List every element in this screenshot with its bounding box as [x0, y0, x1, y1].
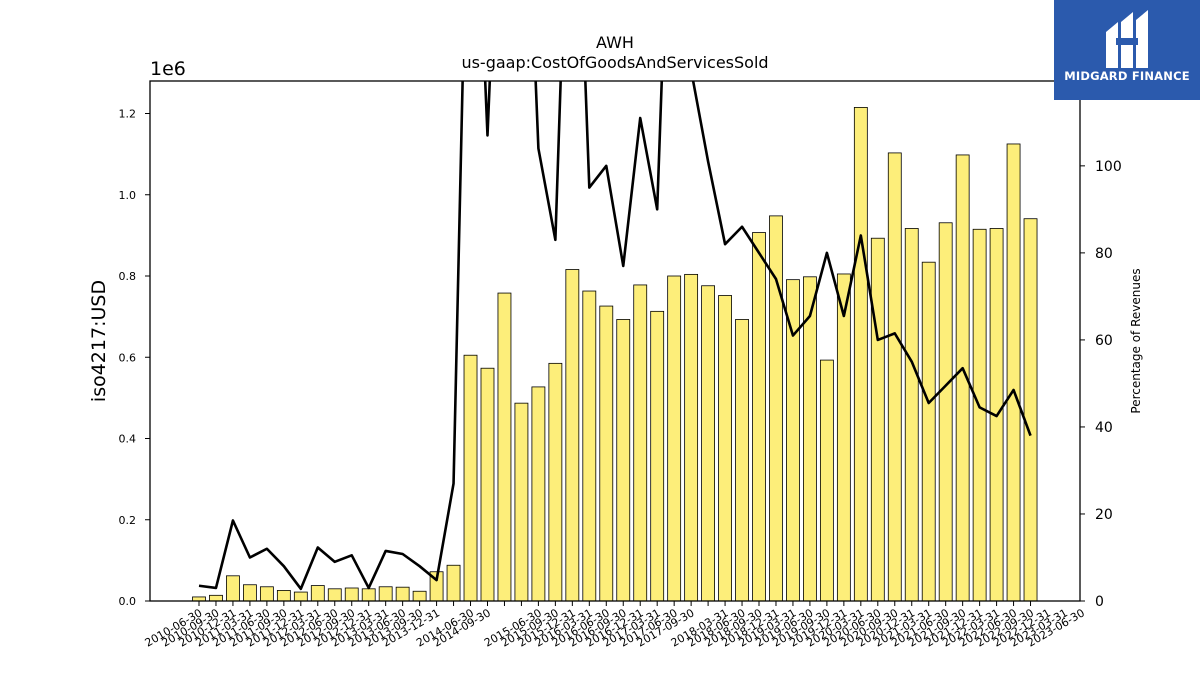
- bar-2013-06-30: [395, 586, 410, 602]
- bar-2016-09-30: [616, 319, 631, 602]
- y-offset-label: 1e6: [150, 58, 186, 80]
- bar-2016-12-31: [633, 284, 648, 602]
- bar-2021-03-31: [921, 261, 936, 602]
- y-tick-label: 0.8: [119, 270, 137, 283]
- brand-logo: MIDGARD FINANCE: [1054, 0, 1200, 100]
- bar-2014-06-30: [463, 354, 478, 602]
- y2-tick-label: 0: [1095, 594, 1104, 610]
- bar-2019-09-30: [819, 359, 834, 602]
- bar-2013-03-31: [378, 586, 393, 602]
- bar-2017-09-30: [684, 273, 699, 602]
- bar-2020-03-31: [853, 107, 868, 602]
- bar-2012-06-30: [327, 588, 342, 602]
- chart-title: AWH: [596, 33, 634, 52]
- bar-2013-09-30: [412, 590, 427, 602]
- bar-2010-12-31: [226, 575, 240, 602]
- bar-2015-06-30: [531, 386, 546, 602]
- bar-2019-12-31: [836, 273, 851, 602]
- axes-group: 0.00.20.40.60.81.01.20204060801002010-06…: [119, 80, 1122, 650]
- bar-2017-12-31: [701, 285, 715, 602]
- y-tick-label: 0.6: [119, 351, 137, 364]
- bar-2010-09-30: [209, 594, 223, 602]
- bar-2012-09-30: [344, 587, 359, 602]
- chart-subtitle: us-gaap:CostOfGoodsAndServicesSold: [461, 53, 768, 72]
- bar-2021-06-30: [938, 222, 953, 602]
- bar-2014-09-30: [480, 367, 495, 602]
- bar-2015-09-30: [548, 362, 563, 602]
- bar-2014-12-31: [497, 292, 512, 602]
- y-tick-label: 1.2: [119, 108, 137, 121]
- bar-2014-03-31: [446, 564, 461, 602]
- bar-2011-06-30: [259, 586, 274, 602]
- y-tick-label: 1.0: [119, 189, 137, 202]
- y2-tick-label: 60: [1095, 333, 1113, 349]
- bar-2022-09-30: [1023, 218, 1038, 602]
- bar-2021-12-31: [972, 228, 987, 602]
- y-tick-label: 0.4: [119, 433, 137, 446]
- y2-tick-label: 40: [1095, 420, 1113, 436]
- bar-2018-06-30: [735, 319, 749, 602]
- bar-2020-06-30: [870, 237, 885, 602]
- bar-2015-12-31: [565, 269, 580, 602]
- bar-2017-03-31: [650, 310, 665, 602]
- midgard-logo-icon: [1106, 10, 1148, 68]
- bar-2011-03-31: [243, 584, 257, 602]
- bar-2011-12-31: [293, 591, 308, 602]
- y-tick-label: 0.2: [119, 514, 137, 527]
- bar-2019-03-31: [786, 279, 800, 602]
- bar-2019-06-30: [803, 276, 817, 602]
- bar-2012-12-31: [361, 588, 376, 602]
- y-tick-label: 0.0: [119, 595, 137, 608]
- plot-frame: [149, 80, 1081, 602]
- line-series-percentage: [198, 81, 1032, 591]
- y2-tick-label: 100: [1095, 159, 1122, 175]
- bar-2018-09-30: [752, 232, 766, 602]
- bar-2017-06-30: [667, 275, 682, 602]
- bar-2018-03-31: [718, 295, 732, 602]
- bar-2016-06-30: [599, 305, 614, 602]
- y2-axis-label: Percentage of Revenues: [1129, 268, 1143, 413]
- bar-2011-09-30: [276, 590, 291, 602]
- bars-group: [192, 107, 1038, 602]
- y2-tick-label: 20: [1095, 507, 1113, 523]
- y-axis-label: iso4217:USD: [88, 280, 110, 402]
- line-group: [198, 81, 1032, 591]
- bar-2020-09-30: [887, 152, 902, 602]
- y2-tick-label: 80: [1095, 246, 1113, 262]
- brand-name: MIDGARD FINANCE: [1064, 69, 1190, 83]
- bar-2020-12-31: [904, 228, 919, 602]
- bar-2015-03-31: [514, 402, 529, 602]
- bar-2016-03-31: [582, 290, 597, 602]
- bar-2022-06-30: [1006, 143, 1021, 602]
- bar-2012-03-31: [310, 585, 325, 602]
